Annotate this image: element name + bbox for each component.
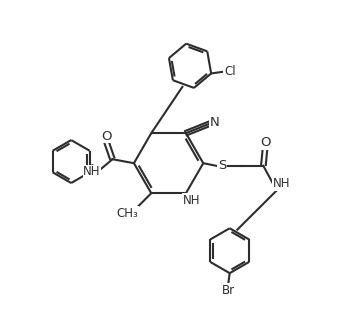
Text: Cl: Cl xyxy=(224,65,236,78)
Text: S: S xyxy=(218,159,227,172)
Text: CH₃: CH₃ xyxy=(117,207,139,220)
Text: NH: NH xyxy=(273,177,291,190)
Text: NH: NH xyxy=(83,165,101,178)
Text: NH: NH xyxy=(183,194,201,207)
Text: O: O xyxy=(260,136,271,149)
Text: N: N xyxy=(210,116,219,129)
Text: O: O xyxy=(101,130,112,143)
Text: Br: Br xyxy=(222,284,235,297)
